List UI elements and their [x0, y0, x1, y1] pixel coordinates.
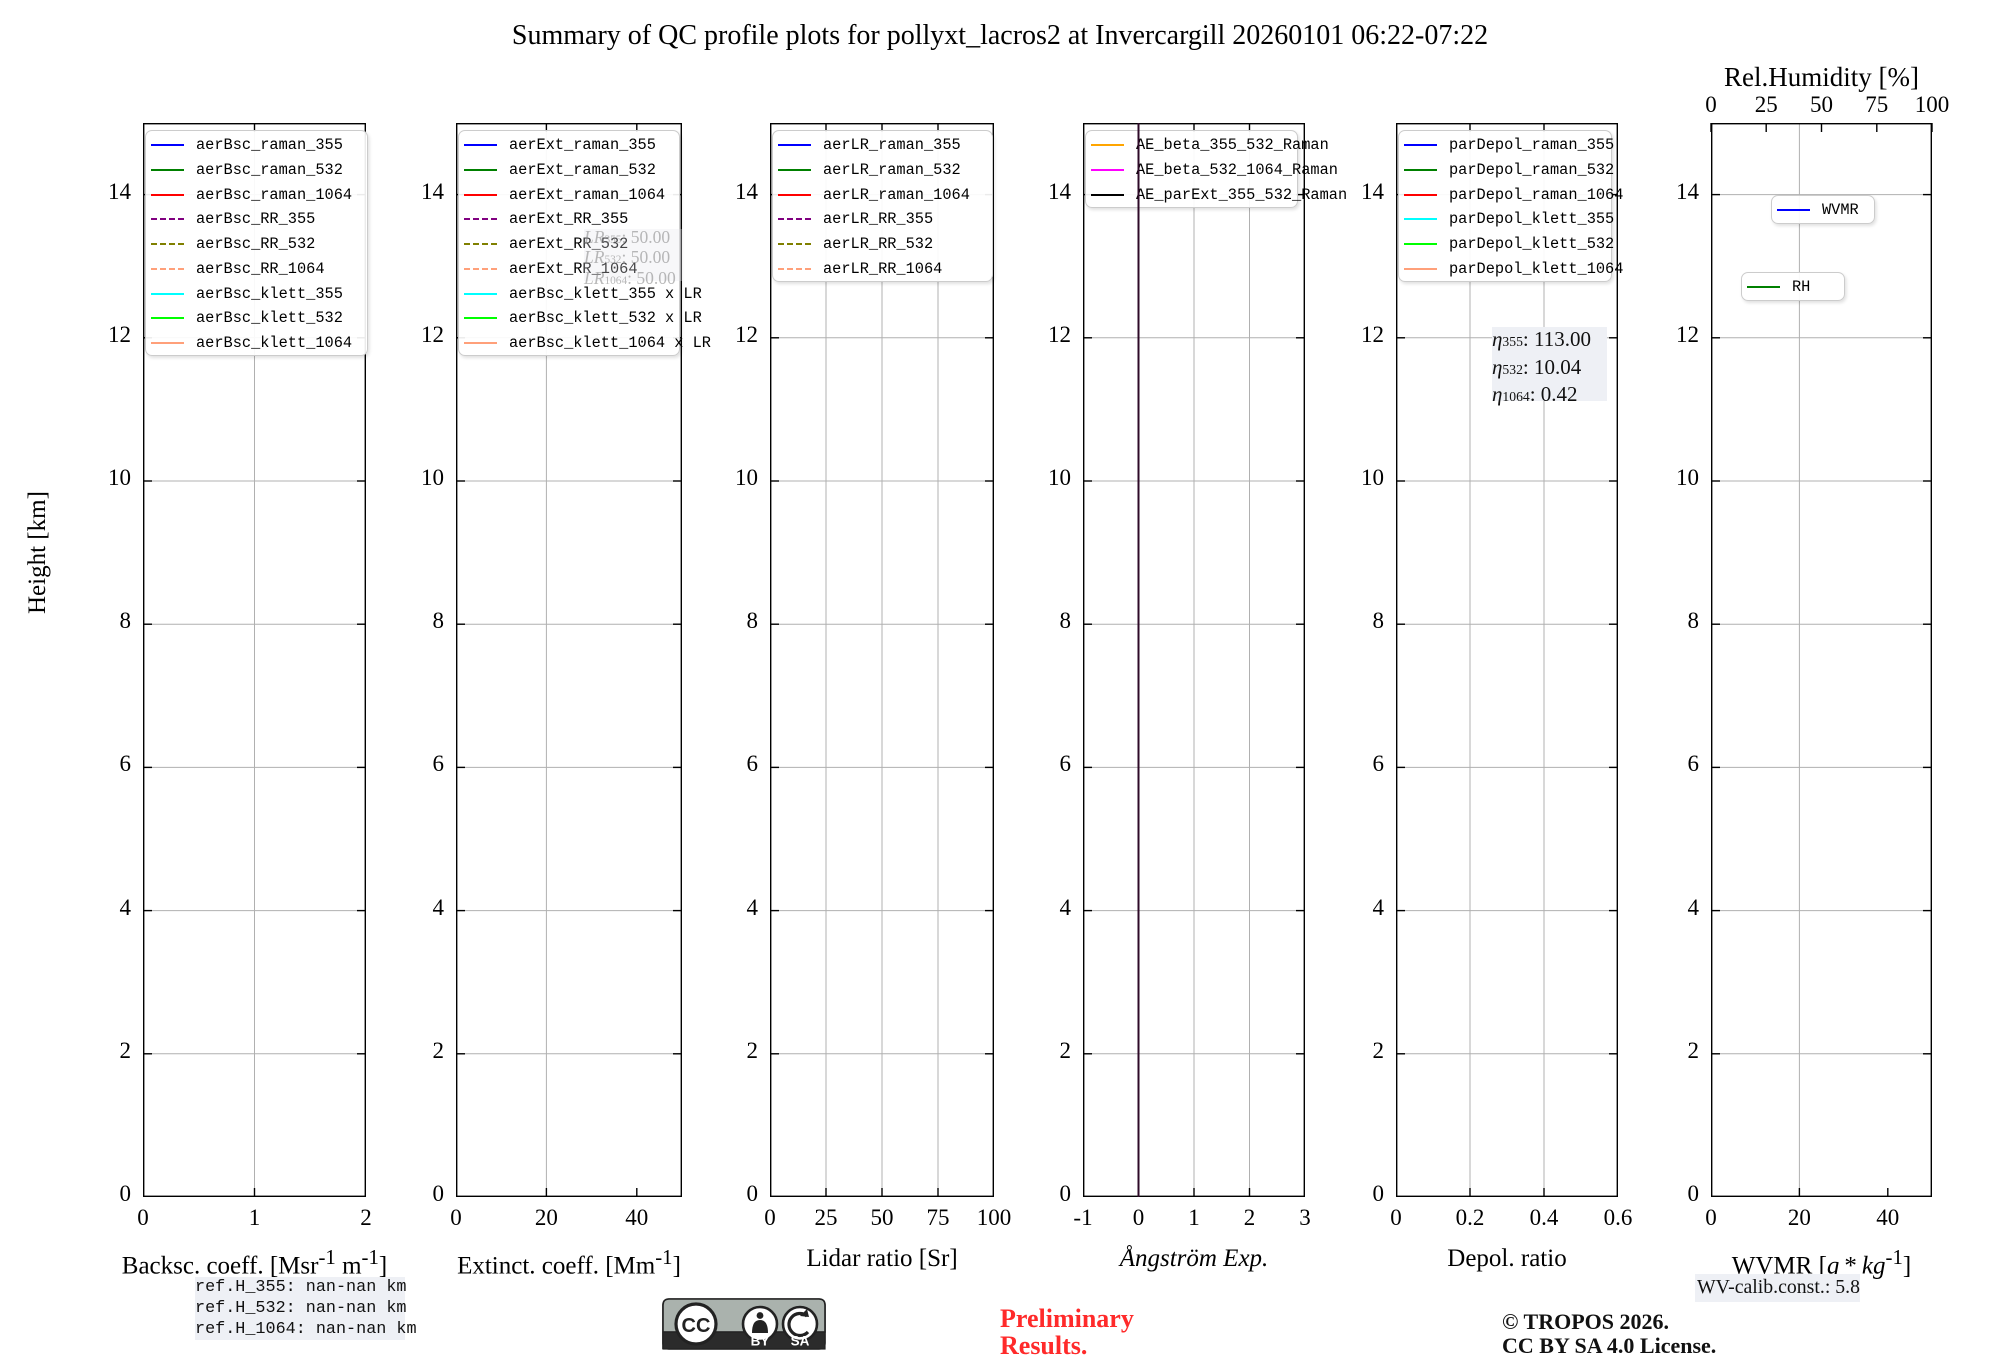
- svg-text:SA: SA: [791, 1334, 810, 1349]
- svg-text:BY: BY: [751, 1334, 770, 1349]
- svg-text:CC: CC: [682, 1315, 711, 1337]
